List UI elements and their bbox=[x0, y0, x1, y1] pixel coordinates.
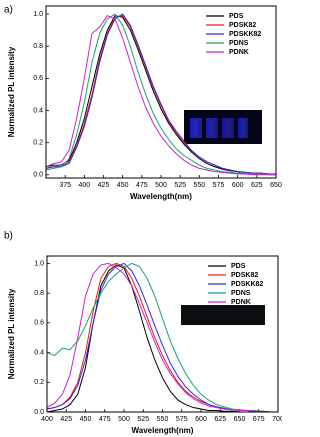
y-tick-label: 0.0 bbox=[34, 409, 44, 416]
series-line bbox=[45, 13, 276, 176]
legend-label: PDSKK82 bbox=[229, 31, 261, 38]
inset-photo bbox=[181, 305, 265, 325]
legend-label: PDSK82 bbox=[229, 22, 256, 29]
x-tick-label: 575 bbox=[213, 182, 225, 189]
x-tick-label: 375 bbox=[59, 182, 71, 189]
x-tick-label: 700 bbox=[272, 416, 282, 423]
y-tick-label: 0.2 bbox=[33, 139, 43, 146]
y-tick-label: 0.6 bbox=[34, 320, 44, 327]
y-axis-title: Normalized PL intensity bbox=[7, 46, 16, 137]
x-tick-label: 600 bbox=[232, 182, 244, 189]
x-tick-label: 500 bbox=[155, 182, 167, 189]
legend-label: PDSK82 bbox=[231, 272, 258, 279]
y-axis-title: Normalized PL intensity bbox=[7, 288, 16, 379]
x-tick-label: 625 bbox=[214, 416, 226, 423]
series-line bbox=[45, 15, 276, 176]
x-tick-label: 500 bbox=[118, 416, 130, 423]
x-tick-label: 450 bbox=[117, 182, 129, 189]
x-tick-label: 625 bbox=[251, 182, 263, 189]
series-line bbox=[46, 262, 278, 413]
x-tick-label: 425 bbox=[98, 182, 110, 189]
y-tick-label: 0.4 bbox=[33, 107, 43, 114]
x-tick-label: 550 bbox=[193, 182, 205, 189]
legend-label: PDSKK82 bbox=[231, 281, 263, 288]
plot-frame bbox=[45, 5, 277, 179]
x-tick-label: 425 bbox=[60, 416, 72, 423]
x-axis-title: Wavelength(nm) bbox=[130, 192, 192, 201]
series-line bbox=[46, 262, 278, 413]
y-tick-label: 1.0 bbox=[33, 11, 43, 18]
x-tick-label: 525 bbox=[174, 182, 186, 189]
inset-vial bbox=[190, 118, 202, 138]
series-line bbox=[45, 13, 276, 175]
inset-vial bbox=[238, 118, 248, 138]
y-tick-label: 0.2 bbox=[34, 379, 44, 386]
x-axis-title: Wavelength(nm) bbox=[132, 426, 194, 435]
y-tick-label: 0.4 bbox=[34, 349, 44, 356]
plot-frame bbox=[46, 255, 279, 413]
x-tick-label: 400 bbox=[78, 182, 90, 189]
x-tick-label: 675 bbox=[253, 416, 265, 423]
inset-vial bbox=[206, 118, 218, 138]
y-tick-label: 0.8 bbox=[33, 43, 43, 50]
inset-vial bbox=[222, 118, 234, 138]
y-tick-label: 0.8 bbox=[34, 290, 44, 297]
panel-label: a) bbox=[4, 5, 13, 16]
x-tick-label: 475 bbox=[136, 182, 148, 189]
panel-label: b) bbox=[4, 231, 13, 242]
x-tick-label: 650 bbox=[234, 416, 246, 423]
y-tick-label: 0.0 bbox=[33, 172, 43, 179]
legend-label: PDS bbox=[229, 13, 244, 20]
x-tick-label: 475 bbox=[99, 416, 111, 423]
legend-label: PDNK bbox=[229, 49, 249, 56]
chart: a) 0.0 0.2 0.4 0.6 0.8 1.0 375 400 425 450 475 500 52… bbox=[4, 5, 282, 435]
legend-label: PDNS bbox=[229, 40, 249, 47]
legend-label: PDNK bbox=[231, 299, 251, 306]
x-tick-label: 400 bbox=[41, 416, 53, 423]
y-tick-label: 1.0 bbox=[34, 260, 44, 267]
legend-label: PDNS bbox=[231, 290, 251, 297]
x-tick-label: 550 bbox=[157, 416, 169, 423]
legend-label: PDS bbox=[231, 263, 246, 270]
x-tick-label: 525 bbox=[137, 416, 149, 423]
x-tick-label: 450 bbox=[80, 416, 92, 423]
y-tick-label: 0.6 bbox=[33, 75, 43, 82]
x-tick-label: 575 bbox=[176, 416, 188, 423]
x-tick-label: 600 bbox=[195, 416, 207, 423]
x-tick-label: 650 bbox=[270, 182, 282, 189]
